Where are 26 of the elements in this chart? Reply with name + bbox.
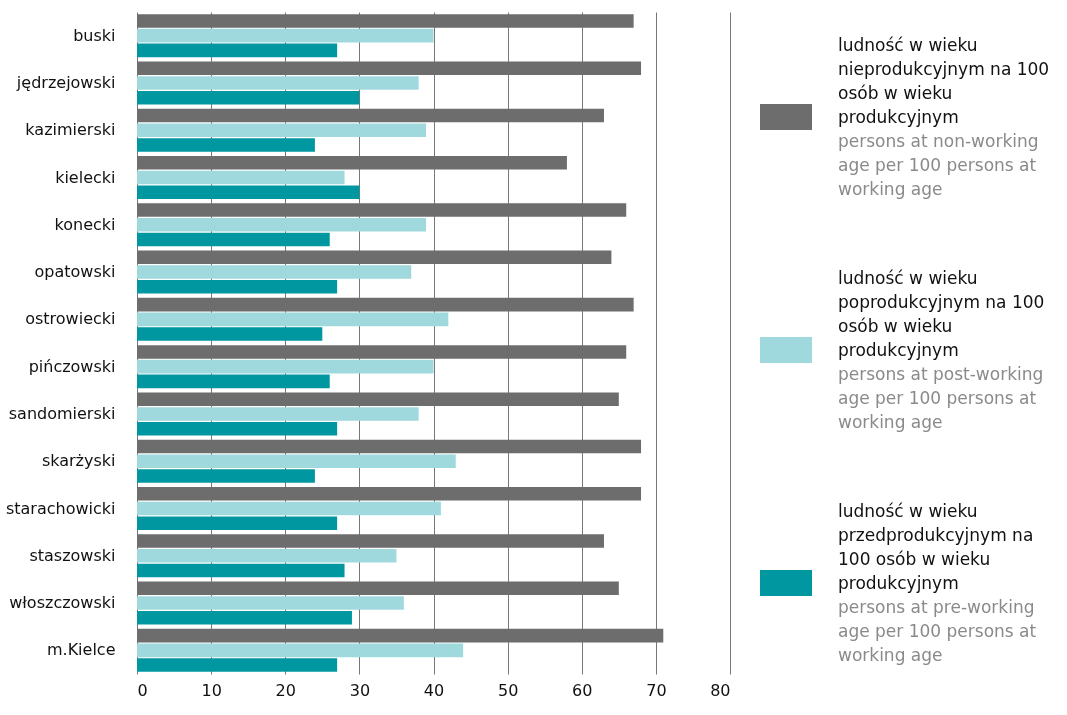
legend-label: ludność w wieku poprodukcyjnym na 100 osób w wieku produkcyjnym persons at post-working age per 100 persons at working age [838,267,1046,434]
y-tick-label: kazimierski [25,120,116,140]
y-tick-label: starachowicki [5,498,116,518]
y-tick-label: pińczowski [28,356,116,376]
y-tick-label: opatowski [34,262,116,282]
y-tick-label: ostrowiecki [25,309,116,329]
y-tick-label: m.Kielce [46,640,116,660]
x-tick-label: 50 [497,680,519,700]
x-tick-label: 10 [201,680,222,700]
x-tick-label: 80 [710,680,731,700]
x-tick-label: 70 [646,680,667,700]
x-tick-label: 60 [572,680,593,700]
legend-label: ludność w wieku nieprodukcyjnym na 100 osób w wieku produkcyjnym persons at non-working age per 100 persons at working age [838,33,1051,201]
y-tick-label: skarżyski [41,451,116,471]
legend-label: ludność w wieku przedprodukcyjnym na 100 osób w wieku produkcyjnym persons at pre-working age per 100 persons at working age [838,500,1038,668]
x-tick-label: 0 [137,680,148,700]
x-tick-label: 20 [275,680,296,700]
y-tick-label: sandomierski [8,403,116,423]
x-tick-label: 40 [423,680,445,700]
y-tick-label: jędrzejowski [15,72,116,92]
y-tick-label: włoszczowski [9,593,116,613]
y-tick-label: staszowski [29,545,116,565]
y-tick-label: konecki [54,214,116,234]
x-tick-label: 30 [349,680,371,700]
y-tick-label: buski [73,25,116,45]
y-tick-label: kielecki [55,167,116,187]
